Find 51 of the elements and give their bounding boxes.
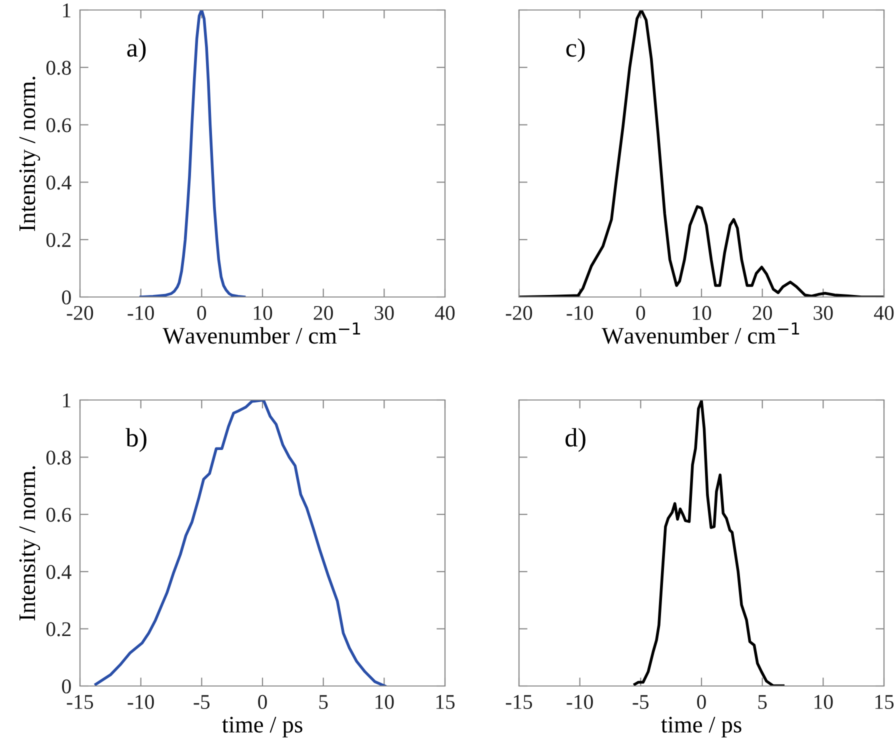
annotation: c) <box>566 38 585 62</box>
x-axis-title: Wavenumber / cm$^{−1}$ <box>602 322 800 344</box>
x-tick-label: -15 <box>66 695 94 709</box>
annotation: a) <box>127 38 146 62</box>
x-tick-label: 0 <box>258 694 267 709</box>
x-tick-label: -5 <box>632 695 649 709</box>
x-tick-label: 15 <box>436 695 455 709</box>
x-axis-title: Wavenumber / cm$^{−1}$ <box>162 322 360 344</box>
x-axis-title: time / ps <box>222 716 302 738</box>
y-axis-title: Intensity / norm. <box>19 466 40 621</box>
x-tick-label: 40 <box>874 306 894 320</box>
x-tick-label: -20 <box>66 306 94 320</box>
x-tick-label: 5 <box>758 695 767 709</box>
x-tick-label: -5 <box>194 695 210 709</box>
x-axis-title: time / ps <box>661 716 742 738</box>
x-tick-label: -20 <box>506 306 532 320</box>
annotation: d) <box>566 428 586 452</box>
y-tick-label: 0.4 <box>46 176 72 190</box>
x-tick-label: -10 <box>128 694 154 709</box>
x-tick-label: -10 <box>566 306 593 320</box>
x-tick-label: 10 <box>376 694 394 709</box>
y-tick-label: 0.2 <box>46 232 71 248</box>
x-tick-label: 0 <box>697 694 706 709</box>
x-tick-label: 10 <box>254 306 272 320</box>
x-tick-label: 10 <box>814 694 833 709</box>
y-tick-label: 0.6 <box>46 508 72 522</box>
y-tick-label: 0 <box>62 679 71 694</box>
x-tick-label: 30 <box>814 306 833 320</box>
line-series <box>94 400 386 686</box>
y-tick-label: 1 <box>63 393 70 408</box>
y-tick-label: 0 <box>62 290 71 304</box>
y-tick-label: 0.8 <box>46 60 71 75</box>
x-tick-label: 20 <box>314 306 333 320</box>
y-tick-label: 0.8 <box>46 450 71 465</box>
y-tick-label: 1 <box>63 3 70 18</box>
y-tick-label: 0.6 <box>46 118 72 132</box>
annotation: b) <box>126 428 146 452</box>
x-tick-label: 20 <box>752 306 772 320</box>
x-tick-label: -10 <box>566 694 593 709</box>
x-tick-label: 0 <box>197 306 206 320</box>
x-tick-label: 30 <box>374 306 394 320</box>
x-tick-label: -15 <box>506 695 532 709</box>
y-tick-label: 0.2 <box>46 622 71 636</box>
x-tick-label: 15 <box>875 695 894 709</box>
x-tick-label: 0 <box>636 306 646 320</box>
x-tick-label: 5 <box>319 695 328 709</box>
y-tick-label: 0.4 <box>46 564 72 580</box>
x-tick-label: -10 <box>128 306 154 320</box>
x-tick-label: 40 <box>434 306 455 320</box>
y-axis-title: Intensity / norm. <box>19 76 40 232</box>
x-tick-label: 10 <box>692 306 712 320</box>
